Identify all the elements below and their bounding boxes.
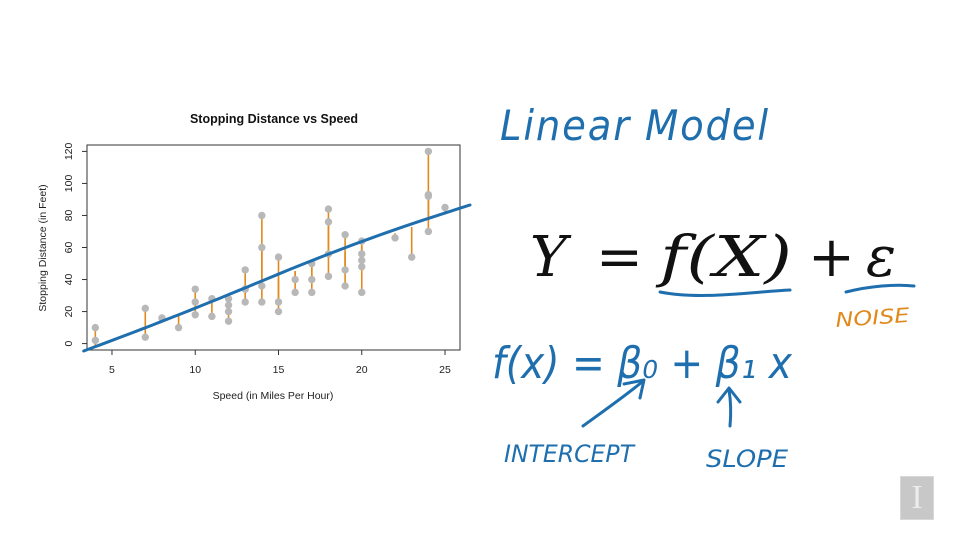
equation-function: f(X): [655, 225, 792, 290]
scatter-chart: Stopping Distance vs Speed 5 10 15 20 25 0 20…: [37, 112, 472, 402]
data-point: [224, 307, 233, 316]
chart-title: Stopping Distance vs Speed: [190, 112, 358, 126]
data-point: [291, 275, 299, 284]
data-point: [224, 301, 233, 309]
data-point: [274, 253, 283, 261]
y-axis: 0 20 40 60 80 100 120: [63, 142, 87, 347]
data-point: [424, 227, 433, 236]
y-tick-label: 20: [63, 306, 75, 318]
data-point: [341, 230, 349, 239]
x-tick-label: 20: [356, 364, 368, 376]
linear-model-heading: Linear Model: [500, 101, 770, 150]
data-point: [274, 298, 283, 306]
data-point: [441, 203, 449, 212]
institution-logo: I: [900, 476, 934, 520]
slope-arrow: [727, 388, 733, 428]
data-point: [258, 282, 266, 290]
data-point: [341, 266, 349, 274]
data-point: [324, 205, 333, 213]
noise-underline: [844, 283, 916, 294]
data-point: [424, 147, 433, 156]
data-point: [91, 323, 100, 332]
data-point: [341, 282, 349, 290]
x-axis: 5 10 15 20 25: [109, 350, 451, 376]
equation-y: Y: [530, 225, 572, 290]
x-tick-label: 5: [109, 364, 115, 376]
y-tick-label: 120: [63, 142, 75, 160]
data-point: [358, 288, 366, 297]
y-axis-label: Stopping Distance (in Feet): [37, 184, 49, 311]
data-point: [191, 285, 199, 293]
residual-lines: [94, 151, 446, 347]
intercept-arrow: [581, 380, 644, 428]
data-point: [191, 298, 199, 306]
x-axis-label: Speed (in Miles Per Hour): [213, 390, 334, 402]
data-point: [141, 304, 149, 313]
data-point: [224, 317, 233, 325]
y-tick-label: 40: [63, 274, 75, 286]
equation-equals: =: [596, 225, 643, 290]
slope-label: SLOPE: [706, 445, 789, 473]
handwritten-notes: Linear Model Y = f(X) + ε NOISE f(x) = β…: [492, 101, 916, 473]
data-point: [241, 266, 249, 274]
data-points: [91, 147, 449, 345]
logo-letter: I: [911, 479, 923, 516]
data-point: [258, 243, 266, 252]
data-point: [308, 275, 316, 284]
data-point: [324, 272, 333, 281]
data-point: [274, 307, 283, 316]
data-point: [141, 333, 149, 341]
data-point: [358, 256, 366, 265]
x-tick-label: 25: [439, 364, 451, 376]
intercept-label: INTERCEPT: [504, 440, 636, 468]
equation-plus: +: [808, 225, 855, 290]
intercept-arrow-head: [622, 378, 646, 400]
regression-line: [82, 203, 472, 353]
data-point: [358, 250, 366, 258]
data-point: [391, 234, 399, 242]
model-equation: Y = f(X) + ε: [530, 225, 896, 290]
plot-frame: [86, 144, 461, 351]
data-point: [308, 288, 316, 297]
function-underline: [658, 288, 792, 297]
y-tick-label: 100: [63, 175, 75, 193]
x-tick-label: 10: [189, 364, 201, 376]
y-tick-label: 0: [63, 341, 75, 347]
data-point: [241, 298, 249, 306]
x-tick-label: 15: [273, 364, 285, 376]
data-point: [258, 211, 266, 220]
data-point: [191, 311, 199, 319]
equation-epsilon: ε: [866, 225, 896, 290]
data-point: [424, 190, 433, 199]
data-point: [174, 323, 183, 332]
slope-arrow-head: [716, 386, 742, 404]
y-tick-label: 80: [63, 209, 75, 221]
y-tick-label: 60: [63, 242, 75, 254]
data-point: [291, 288, 299, 297]
data-point: [358, 263, 366, 271]
data-point: [258, 298, 266, 306]
data-point: [91, 336, 100, 345]
data-point: [408, 253, 416, 261]
data-point: [208, 312, 216, 321]
noise-label: NOISE: [835, 303, 911, 332]
data-point: [324, 218, 333, 226]
